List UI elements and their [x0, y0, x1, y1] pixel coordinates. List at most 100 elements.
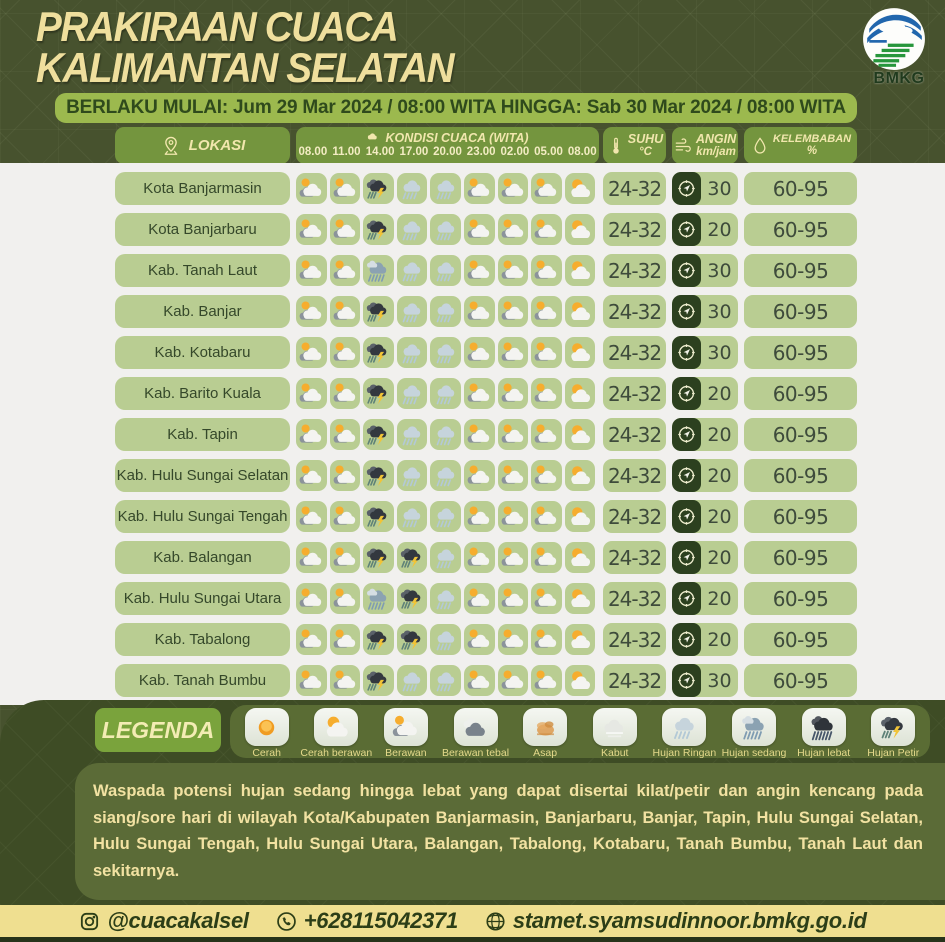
- weather-berawan-icon: [531, 296, 562, 327]
- weather-cerah-berawan-icon: [564, 665, 596, 696]
- weather-berawan-icon: [531, 624, 562, 655]
- weather-berawan-icon: [463, 624, 495, 655]
- wind-cell: 30: [672, 336, 738, 369]
- weather-berawan-icon: [329, 624, 361, 655]
- wind-cell: 30: [672, 664, 738, 697]
- weather-berawan-icon: [497, 460, 529, 491]
- weather-hujan-ringan-icon: [396, 665, 428, 696]
- weather-berawan-icon: [497, 665, 529, 696]
- legend-item-label: Asap: [533, 747, 558, 759]
- temperature-cell: 24-32: [603, 213, 666, 246]
- bmkg-logo-icon: [861, 6, 937, 72]
- weather-hujan-petir-icon: [363, 419, 394, 450]
- wind-value: 20: [707, 382, 732, 405]
- compass-icon: [672, 582, 701, 615]
- wind-value: 20: [707, 218, 732, 241]
- website-link[interactable]: stamet.syamsudinnoor.bmkg.go.id: [484, 908, 867, 934]
- weather-hujan-petir-icon: [363, 501, 394, 532]
- legend-item: Hujan Ringan: [651, 708, 717, 759]
- condition-cells: [296, 542, 599, 573]
- weather-berawan-icon: [497, 583, 529, 614]
- weather-hujan-ringan-icon: [396, 378, 428, 409]
- header-humidity: KELEMBABAN %: [744, 127, 857, 164]
- location-cell: Kab. Hulu Sungai Selatan: [115, 459, 290, 492]
- legend-item-label: Hujan sedang: [721, 747, 787, 759]
- weather-berawan-icon: [497, 214, 529, 245]
- location-cell: Kab. Tapin: [115, 418, 290, 451]
- condition-cells: [296, 460, 599, 491]
- weather-berawan-icon: [463, 542, 495, 573]
- condition-cells: [296, 337, 599, 368]
- compass-icon: [672, 623, 701, 656]
- wind-cell: 20: [672, 582, 738, 615]
- instagram-handle[interactable]: @cuacakalsel: [78, 908, 249, 934]
- weather-berawan-icon: [463, 501, 495, 532]
- weather-hujan-petir-icon: [363, 460, 394, 491]
- legend-item-label: Hujan Ringan: [652, 747, 717, 759]
- weather-cerah-berawan-icon: [564, 624, 596, 655]
- weather-berawan-icon: [497, 624, 529, 655]
- weather-hujan-petir-icon: [363, 296, 394, 327]
- weather-berawan-icon: [296, 378, 327, 409]
- header-temp-unit: °C: [639, 146, 652, 159]
- table-row: Kab. Hulu Sungai Utara 24-32 20 60-95: [0, 578, 945, 619]
- title-line2: KALIMANTAN SELATAN: [36, 44, 455, 92]
- weather-berawan-icon: [296, 583, 327, 614]
- weather-berawan-icon: [463, 419, 495, 450]
- header-wind: ANGIN km/jam: [672, 127, 738, 164]
- wind-cell: 30: [672, 295, 738, 328]
- weather-berawan-icon: [329, 460, 361, 491]
- temperature-cell: 24-32: [603, 459, 666, 492]
- legend-item: Asap: [512, 708, 578, 759]
- weather-cerah-berawan-icon: [564, 296, 596, 327]
- weather-cerah-berawan-icon: [564, 173, 596, 204]
- legend-berawan-tebal-icon: [453, 708, 498, 746]
- location-cell: Kab. Hulu Sungai Tengah: [115, 500, 290, 533]
- time-label: 14.00: [365, 146, 395, 158]
- weather-berawan-icon: [497, 296, 529, 327]
- temperature-cell: 24-32: [603, 295, 666, 328]
- weather-hujan-ringan-icon: [430, 255, 461, 286]
- condition-cells: [296, 378, 599, 409]
- location-cell: Kab. Tanah Laut: [115, 254, 290, 287]
- header-location: LOKASI: [115, 127, 290, 164]
- weather-berawan-icon: [463, 214, 495, 245]
- weather-hujan-ringan-icon: [396, 296, 428, 327]
- phone-contact[interactable]: +628115042371: [275, 908, 458, 934]
- weather-hujan-petir-icon: [363, 542, 394, 573]
- weather-berawan-icon: [497, 419, 529, 450]
- legend-title: LEGENDA: [95, 708, 221, 752]
- weather-berawan-icon: [296, 214, 327, 245]
- instagram-text: @cuacakalsel: [107, 908, 249, 933]
- humidity-cell: 60-95: [744, 295, 857, 328]
- temperature-cell: 24-32: [603, 541, 666, 574]
- weather-berawan-icon: [296, 173, 327, 204]
- legend-hujan-sedang-icon: [732, 708, 776, 746]
- humidity-cell: 60-95: [744, 336, 857, 369]
- weather-cerah-berawan-icon: [564, 378, 596, 409]
- warning-text: Waspada potensi hujan sedang hingga leba…: [75, 763, 945, 900]
- condition-cells: [296, 214, 599, 245]
- legend-panel: LEGENDA Cerah Cerah berawan Berawan Berawan…: [0, 700, 945, 905]
- weather-hujan-petir-icon: [396, 624, 428, 655]
- weather-cerah-berawan-icon: [564, 255, 596, 286]
- legend-item-label: Hujan lebat: [797, 747, 851, 759]
- time-label: 05.00: [534, 146, 563, 158]
- table-row: Kab. Tanah Bumbu 24-32 30 60-95: [0, 660, 945, 701]
- location-pin-icon: [160, 135, 182, 157]
- legend-item: Kabut: [582, 708, 648, 759]
- table-row: Kab. Hulu Sungai Tengah 24-32 20 60-95: [0, 496, 945, 537]
- footer-bar: @cuacakalsel +628115042371 stamet.syamsu…: [0, 905, 945, 937]
- weather-berawan-icon: [296, 337, 327, 368]
- header-humidity-unit: %: [806, 145, 818, 158]
- time-label: 23.00: [466, 146, 496, 158]
- time-label: 08.00: [567, 146, 597, 158]
- header-wind-label: ANGIN: [695, 131, 737, 146]
- weather-berawan-icon: [497, 501, 529, 532]
- weather-berawan-icon: [531, 583, 562, 614]
- temperature-cell: 24-32: [603, 623, 666, 656]
- condition-cells: [296, 501, 599, 532]
- weather-cerah-berawan-icon: [564, 337, 596, 368]
- legend-kabut-icon: [592, 708, 637, 746]
- weather-hujan-ringan-icon: [430, 419, 461, 450]
